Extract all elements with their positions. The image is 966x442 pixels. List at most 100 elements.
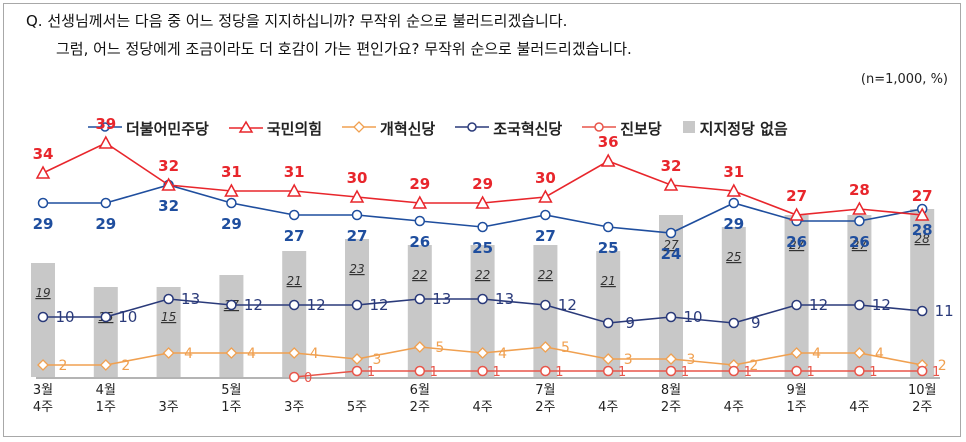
- data-label-reform: 4: [310, 346, 319, 362]
- marker-circle: [916, 365, 928, 377]
- x-tick-label: 9월: [786, 383, 806, 398]
- data-label-reform: 3: [687, 352, 696, 368]
- legend-label: 개혁신당: [380, 120, 436, 138]
- bar-label-no-party: 22: [412, 268, 427, 282]
- marker-triangle: [789, 207, 804, 221]
- marker-circle: [351, 365, 363, 377]
- legend-marker-icon: [88, 120, 122, 138]
- x-tick-label: 2주: [410, 400, 430, 415]
- data-label-ppp: 31: [221, 163, 242, 181]
- data-label-progressive: 1: [744, 365, 752, 380]
- data-label-ppp: 29: [409, 175, 430, 193]
- marker-circle: [602, 221, 614, 233]
- marker-circle: [351, 209, 363, 221]
- marker-circle: [854, 299, 865, 311]
- marker-circle: [100, 311, 112, 323]
- data-label-ppp: 28: [849, 181, 870, 199]
- marker-diamond: [602, 353, 615, 365]
- marker-triangle: [412, 195, 428, 209]
- data-label-dem: 29: [723, 215, 744, 233]
- bar-label-no-party: 28: [915, 232, 931, 246]
- data-label-ppp: 30: [347, 169, 368, 187]
- x-tick-label: 4주: [724, 400, 744, 415]
- data-label-reform: 4: [498, 346, 507, 362]
- marker-circle: [414, 215, 426, 227]
- marker-diamond: [665, 353, 677, 365]
- data-label-reform: 2: [59, 358, 68, 374]
- data-label-reform: 4: [247, 346, 256, 362]
- data-label-progressive: 1: [869, 365, 877, 380]
- marker-diamond: [539, 341, 552, 353]
- bar-no-party: [910, 209, 935, 377]
- marker-diamond: [225, 347, 238, 359]
- data-label-rebuild: 10: [118, 308, 137, 326]
- marker-triangle: [852, 201, 867, 215]
- marker-circle: [477, 365, 488, 377]
- data-label-dem: 26: [786, 233, 807, 251]
- data-label-reform: 5: [435, 340, 444, 356]
- data-label-rebuild: 12: [809, 296, 828, 314]
- question-line-2: 그럼, 어느 정당에게 조금이라도 더 호감이 가는 편인가요? 무작위 순으로…: [56, 40, 632, 58]
- data-label-progressive: 1: [555, 365, 563, 380]
- marker-circle: [226, 299, 237, 311]
- marker-diamond: [351, 353, 363, 365]
- marker-circle: [540, 209, 551, 221]
- x-tick-label: 3월: [33, 383, 53, 398]
- bar-no-party: [721, 227, 746, 377]
- data-label-reform: 5: [561, 340, 570, 356]
- data-label-reform: 2: [938, 358, 947, 374]
- data-label-rebuild: 12: [307, 296, 326, 314]
- marker-circle: [854, 215, 865, 227]
- marker-diamond: [476, 347, 489, 359]
- x-tick-label: 4주: [598, 400, 618, 415]
- marker-diamond: [790, 347, 803, 359]
- bar-label-no-party: 27: [789, 238, 805, 252]
- marker-circle: [477, 221, 488, 233]
- data-label-rebuild: 12: [872, 296, 891, 314]
- data-label-progressive: 1: [618, 365, 626, 380]
- bar-label-no-party: 25: [726, 250, 741, 264]
- marker-diamond: [162, 347, 175, 359]
- marker-triangle: [726, 183, 742, 197]
- x-tick-label: 4월: [96, 383, 116, 398]
- marker-circle: [288, 209, 300, 221]
- marker-diamond: [288, 347, 301, 359]
- data-label-progressive: 1: [492, 365, 500, 380]
- bar-label-no-party: 27: [852, 238, 868, 252]
- data-label-ppp: 29: [472, 175, 493, 193]
- data-label-rebuild: 11: [935, 302, 954, 320]
- bar-no-party: [407, 245, 432, 377]
- legend-item-rebuild: 조국혁신당: [455, 118, 562, 139]
- marker-circle: [791, 299, 802, 311]
- data-label-reform: 3: [373, 352, 382, 368]
- data-label-dem: 28: [912, 221, 933, 239]
- data-label-progressive: 1: [367, 365, 375, 380]
- x-tick-label: 1주: [96, 400, 116, 415]
- data-label-dem: 24: [661, 245, 682, 263]
- marker-circle: [540, 299, 551, 311]
- marker-triangle: [224, 183, 239, 197]
- x-tick-label: 8월: [661, 383, 681, 398]
- data-label-dem: 26: [849, 233, 870, 251]
- x-tick-label: 3주: [158, 400, 178, 415]
- x-tick-label: 5월: [221, 383, 241, 398]
- marker-circle: [665, 227, 677, 239]
- bar-no-party: [219, 275, 244, 377]
- marker-triangle: [35, 165, 51, 179]
- bar-no-party: [659, 215, 683, 377]
- x-tick-label: 10월: [908, 383, 937, 398]
- data-label-reform: 4: [875, 346, 884, 362]
- data-label-rebuild: 12: [369, 296, 388, 314]
- legend-label: 국민의힘: [266, 120, 323, 138]
- marker-circle: [288, 299, 300, 311]
- marker-triangle: [161, 177, 176, 191]
- marker-triangle: [98, 135, 114, 149]
- bar-label-no-party: 23: [349, 262, 364, 276]
- data-label-dem: 26: [409, 233, 430, 251]
- legend-item-none: 지지정당 없음: [682, 118, 788, 139]
- data-label-ppp: 32: [158, 157, 179, 175]
- data-label-ppp: 34: [33, 145, 54, 163]
- x-tick-label: 2주: [535, 400, 555, 415]
- data-label-progressive: 1: [806, 365, 814, 380]
